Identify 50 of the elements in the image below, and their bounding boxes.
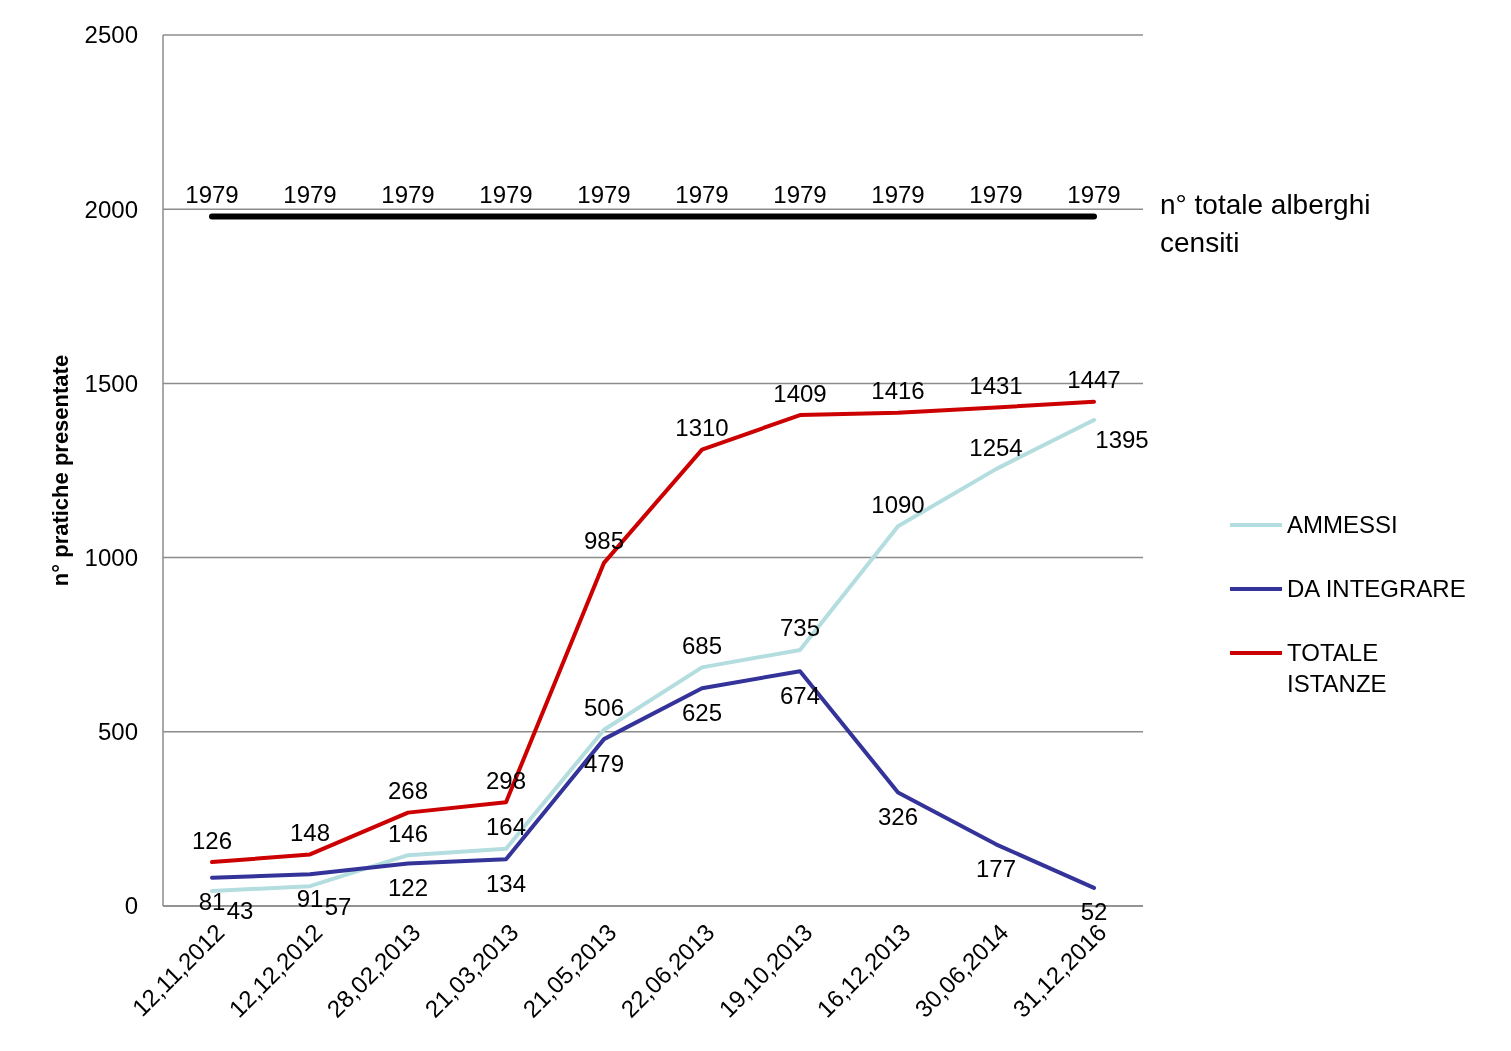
data-label: 1979 bbox=[773, 180, 827, 208]
data-label: 1431 bbox=[969, 371, 1023, 399]
y-tick-label: 2000 bbox=[84, 195, 138, 223]
data-label: 1447 bbox=[1067, 366, 1121, 394]
data-label: 91 bbox=[296, 884, 324, 912]
data-label: 326 bbox=[877, 802, 919, 830]
y-tick-label: 1000 bbox=[84, 544, 138, 571]
data-label: 685 bbox=[681, 631, 723, 659]
data-label: 122 bbox=[387, 873, 429, 901]
data-label: 1090 bbox=[871, 490, 925, 518]
data-label: 674 bbox=[779, 681, 821, 709]
data-label: 1416 bbox=[871, 377, 925, 405]
y-tick-label: 0 bbox=[124, 892, 138, 920]
text: n° totale alberghi censiti bbox=[1160, 189, 1371, 259]
data-label: 57 bbox=[324, 892, 352, 920]
data-label: 134 bbox=[485, 869, 527, 897]
data-label: 1979 bbox=[185, 180, 239, 208]
data-label: 1395 bbox=[1095, 426, 1149, 454]
data-label: 1979 bbox=[969, 180, 1023, 208]
legend-label: TOTALE ISTANZE bbox=[1287, 639, 1387, 698]
data-label: 735 bbox=[779, 614, 821, 642]
data-label: 43 bbox=[226, 897, 254, 925]
data-label: 177 bbox=[975, 854, 1017, 882]
legend-label: DA INTEGRARE bbox=[1287, 575, 1466, 603]
y-tick-label: 1500 bbox=[84, 369, 138, 397]
data-label: 81 bbox=[198, 888, 226, 916]
y-tick-label: 2500 bbox=[84, 21, 138, 49]
y-axis-title: n° pratiche presentate bbox=[48, 354, 73, 587]
legend-label: AMMESSI bbox=[1287, 511, 1398, 539]
data-label: 146 bbox=[387, 819, 429, 847]
data-label: 52 bbox=[1080, 898, 1108, 926]
data-label: 126 bbox=[191, 826, 233, 854]
data-label: 1254 bbox=[969, 433, 1023, 461]
data-label: 985 bbox=[583, 527, 625, 555]
data-label: 1979 bbox=[283, 180, 337, 208]
data-label: 1409 bbox=[773, 379, 827, 407]
data-label: 625 bbox=[681, 698, 723, 726]
data-label: 148 bbox=[289, 818, 331, 846]
data-label: 268 bbox=[387, 777, 429, 805]
data-label: 479 bbox=[583, 749, 625, 777]
data-label: 1979 bbox=[1067, 180, 1121, 208]
data-label: 1979 bbox=[871, 180, 925, 208]
data-label: 1979 bbox=[675, 180, 729, 208]
data-label: 506 bbox=[583, 694, 625, 722]
data-label: 1979 bbox=[479, 180, 533, 208]
data-label: 1979 bbox=[577, 180, 631, 208]
data-label: 1310 bbox=[675, 414, 729, 441]
data-label: 164 bbox=[485, 813, 527, 841]
y-tick-label: 500 bbox=[97, 718, 138, 746]
data-label: 1979 bbox=[381, 180, 435, 208]
